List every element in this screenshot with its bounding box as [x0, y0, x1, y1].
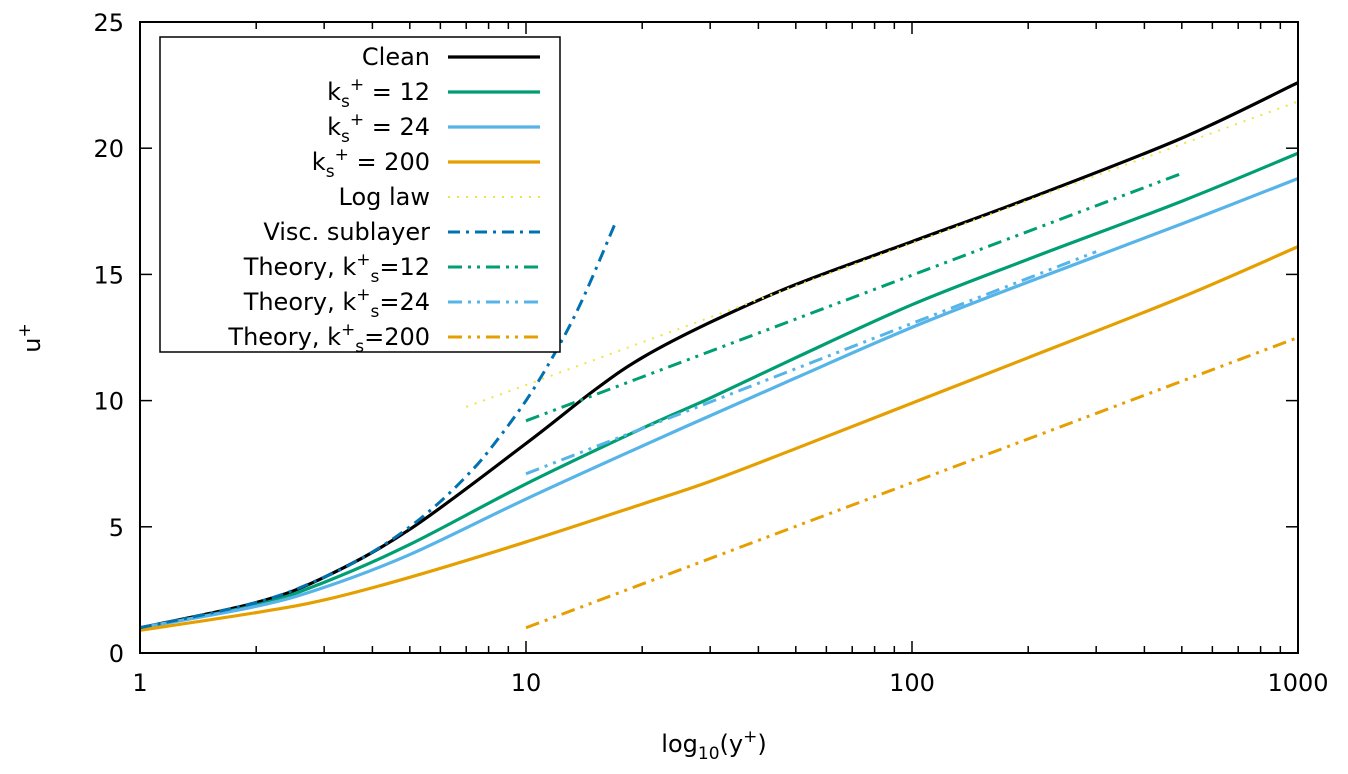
- series-line-1: [139, 151, 1299, 630]
- legend-label-part: s: [341, 92, 350, 112]
- y-axis-label: u+: [15, 323, 46, 352]
- y-axis-label-sup: +: [15, 323, 35, 337]
- series-line-4: [465, 100, 1299, 408]
- legend-label-part: s: [341, 127, 350, 147]
- y-tick-label: 25: [93, 9, 124, 37]
- y-tick-label: 10: [93, 388, 124, 416]
- legend-label-part: =200: [364, 323, 430, 351]
- legend-label-3: ks+ = 200: [312, 145, 430, 182]
- legend-label-part: s: [370, 302, 379, 322]
- legend-label-part: +: [350, 75, 364, 95]
- x-axis-label-tail: (y: [720, 730, 744, 758]
- y-axis-label-main: u: [18, 338, 46, 353]
- legend-label-6: Theory, k+s=12: [243, 250, 430, 287]
- legend-label-2: ks+ = 24: [327, 110, 430, 147]
- x-axis-label-main: log: [661, 730, 698, 758]
- y-tick-label: 5: [109, 514, 124, 542]
- legend-label-7: Theory, k+s=24: [243, 285, 430, 322]
- legend-label-part: k: [327, 113, 341, 141]
- y-tick-label: 0: [109, 640, 124, 668]
- legend-label-part: Visc. sublayer: [263, 218, 430, 246]
- x-tick-label: 1: [132, 669, 147, 697]
- x-axis-label-sub: 10: [698, 744, 720, 764]
- legend-label-4: Log law: [339, 183, 431, 211]
- legend-box: [159, 36, 561, 353]
- legend-label-part: +: [341, 320, 355, 340]
- series-line-7: [525, 250, 1097, 476]
- series-line-5: [139, 223, 617, 630]
- legend-label-part: +: [356, 250, 370, 270]
- legend-label-part: =12: [379, 253, 430, 281]
- legend-label-part: +: [350, 110, 364, 130]
- legend-label-part: +: [356, 285, 370, 305]
- series-line-2: [139, 176, 1299, 630]
- legend-label-part: Theory, k: [227, 323, 341, 351]
- plot-frame: [139, 21, 1299, 654]
- legend-label-5: Visc. sublayer: [263, 218, 430, 246]
- axis-ticks: 1 10 100 1000 0 5 10 15 20 25: [93, 9, 1328, 697]
- series-line-6: [525, 172, 1183, 423]
- legend-label-part: +: [335, 145, 349, 165]
- legend-label-part: Log law: [339, 183, 431, 211]
- legend-label-part: = 24: [364, 113, 430, 141]
- legend-label-part: s: [370, 267, 379, 287]
- legend-label-part: = 12: [364, 78, 430, 106]
- legend-label-part: s: [326, 162, 335, 182]
- legend-label-part: k: [327, 78, 341, 106]
- plot-curves: [139, 81, 1299, 632]
- legend-label-part: k: [312, 148, 326, 176]
- y-tick-label: 15: [93, 261, 124, 289]
- y-tick-label: 20: [93, 135, 124, 163]
- legend-label-part: Theory, k: [243, 253, 357, 281]
- legend-label-part: s: [355, 337, 364, 357]
- legend-label-part: Clean: [362, 43, 430, 71]
- series-line-3: [139, 245, 1299, 632]
- series-line-8: [525, 336, 1299, 630]
- x-axis-label-end: ): [757, 730, 766, 758]
- legend-label-part: = 200: [349, 148, 430, 176]
- legend-label-part: =24: [379, 288, 430, 316]
- legend-label-1: ks+ = 12: [327, 75, 430, 112]
- x-axis-label: log10(y+): [661, 727, 766, 764]
- legend-label-part: Theory, k: [243, 288, 357, 316]
- x-tick-label: 10: [511, 669, 542, 697]
- legend-label-0: Clean: [362, 43, 430, 71]
- legend-label-8: Theory, k+s=200: [227, 320, 430, 357]
- x-axis-label-sup: +: [743, 727, 757, 747]
- x-tick-label: 1000: [1267, 669, 1328, 697]
- x-tick-label: 100: [889, 669, 935, 697]
